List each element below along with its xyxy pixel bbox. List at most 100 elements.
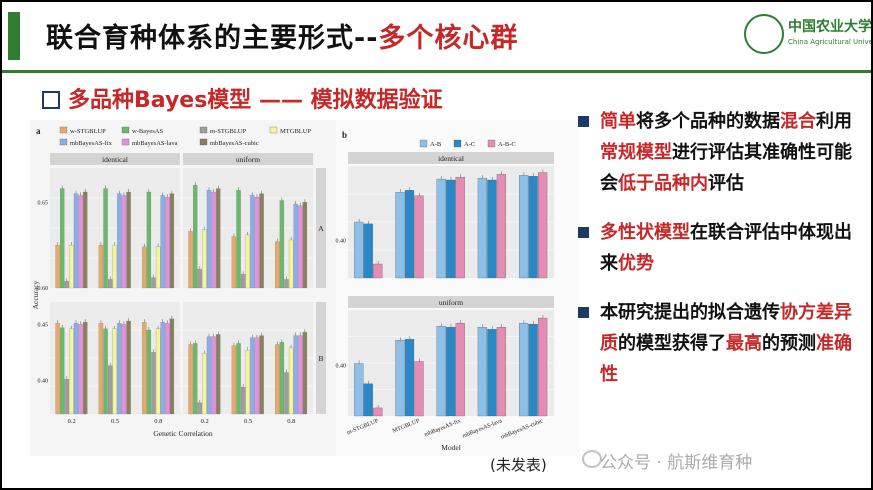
bullet-square-icon — [578, 227, 589, 238]
bar — [188, 231, 193, 289]
bar — [197, 402, 202, 415]
bar — [78, 195, 83, 289]
facet-row-label: B — [318, 354, 323, 363]
bullet-item: 本研究提出的拟合遗传协方差异质的模型获得了最高的预测准确性 — [574, 297, 864, 390]
bar — [487, 329, 497, 417]
bar — [518, 322, 529, 417]
bar — [477, 177, 488, 279]
bullet-highlight-text: 常规模型 — [600, 142, 672, 163]
legend-label: A-B — [430, 141, 442, 148]
bar — [279, 200, 285, 289]
panel-label-a: a — [36, 126, 41, 136]
facet-strip-label: identical — [102, 155, 128, 164]
y-tick-label: 0.40 — [38, 378, 49, 384]
legend-swatch — [59, 126, 68, 134]
bullet-list: 简单将多个品种的数据混合利用常规模型进行评估其准确性可能会低于品种内评估 多性状模… — [574, 106, 864, 408]
bar — [193, 343, 198, 415]
x-tick-label: 0.8 — [154, 418, 162, 425]
bar — [496, 174, 507, 279]
title-accent-bar — [8, 12, 20, 60]
bullet-text: 本研究提出的拟合遗传 — [600, 302, 780, 323]
unpublished-note: (未发表) — [490, 456, 547, 474]
facet-strip-label: identical — [438, 154, 464, 163]
bar — [236, 190, 241, 289]
bar — [284, 279, 289, 289]
bullet-highlight-text: 准确性 — [600, 333, 852, 385]
bar — [188, 344, 193, 415]
bar — [528, 323, 538, 417]
bar — [142, 322, 147, 415]
university-emblem-icon — [744, 14, 784, 54]
bar — [414, 195, 424, 279]
bar — [78, 324, 83, 415]
bar — [231, 236, 237, 289]
bar — [73, 323, 79, 415]
legend-swatch — [199, 138, 208, 146]
bar — [121, 195, 127, 289]
bar — [302, 332, 308, 415]
bar — [211, 336, 216, 415]
x-axis-label: Model — [441, 443, 461, 452]
bullet-text: 利用 — [816, 111, 852, 132]
bar — [103, 188, 108, 289]
bar — [404, 190, 415, 279]
bar — [275, 344, 280, 415]
bullet-text: 在联合评估中体现出来 — [600, 222, 852, 274]
bar — [160, 322, 165, 415]
facet-strip — [183, 153, 313, 165]
bullet-square-icon — [578, 307, 589, 318]
bar — [496, 327, 507, 417]
legend-label: m-STGBLUP — [210, 128, 247, 135]
bar — [107, 365, 113, 415]
bullet-highlight-text: 最高 — [726, 333, 762, 354]
bar — [293, 203, 298, 289]
bar — [151, 352, 156, 415]
x-tick-label: 0.5 — [244, 418, 252, 425]
bar — [363, 383, 373, 417]
bar — [477, 327, 488, 417]
legend-swatch — [121, 138, 130, 146]
header-divider — [2, 70, 871, 73]
bar — [103, 328, 108, 415]
legend-label: mbBayesAS-lava — [132, 140, 178, 147]
bar — [395, 340, 405, 417]
legend-swatch — [269, 126, 278, 134]
facet-strip — [50, 153, 180, 165]
bar — [284, 372, 289, 415]
bar — [288, 239, 294, 289]
y-axis-label: Accuracy — [31, 280, 40, 309]
bar — [83, 191, 88, 289]
logo-name-cn: 中国农业大学 — [788, 19, 871, 35]
bar — [404, 339, 415, 417]
bar — [64, 379, 69, 415]
legend-swatch — [487, 139, 496, 148]
bar — [73, 193, 79, 289]
legend-label: mbBayesAS-fix — [70, 140, 113, 147]
bar-chart-figure: a w-STGBLUP w-BayesAS m-STGBLUP MTGBLUP mbBay… — [31, 120, 580, 456]
legend-label: w-STGBLUP — [70, 128, 106, 135]
y-tick-label: 0.65 — [38, 200, 49, 206]
bullet-text: 的模型获得了 — [618, 333, 726, 354]
bar — [69, 328, 74, 415]
bar — [202, 353, 207, 415]
bar — [436, 178, 446, 279]
bar — [241, 274, 246, 289]
bar — [373, 407, 383, 417]
bar — [354, 221, 364, 279]
bar — [298, 205, 303, 289]
bar — [216, 188, 221, 289]
slide-title: 联合育种体系的主要形式--多个核心群 — [46, 23, 519, 54]
bar — [98, 245, 104, 289]
bar — [117, 193, 122, 289]
watermark-text: 公众号 · 航斯维育种 — [600, 453, 753, 473]
bar — [60, 188, 65, 289]
bar — [211, 191, 216, 289]
bar — [446, 179, 456, 279]
bullet-highlight-text: 协方差异质 — [600, 302, 852, 354]
bar — [165, 323, 170, 415]
bar — [112, 328, 117, 415]
bar — [117, 323, 122, 415]
bullet-highlight-text: 低于品种内 — [618, 173, 708, 194]
x-tick-label: 0.2 — [201, 418, 209, 425]
